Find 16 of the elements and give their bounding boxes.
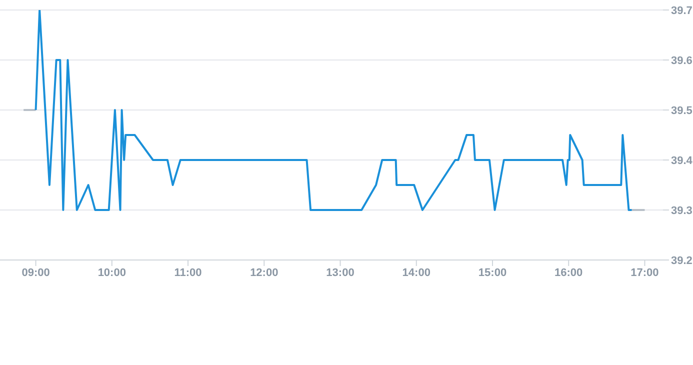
y-tick-label: 39.3 — [671, 204, 692, 217]
y-tick-label: 39.4 — [671, 154, 693, 167]
x-tick-label: 14:00 — [402, 266, 430, 279]
x-tick-label: 11:00 — [174, 266, 202, 279]
x-tick-label: 17:00 — [630, 266, 659, 279]
x-tick-label: 09:00 — [22, 266, 50, 279]
x-tick-label: 15:00 — [478, 266, 507, 279]
x-tick-label: 13:00 — [326, 266, 354, 279]
x-tick-label: 12:00 — [250, 266, 278, 279]
line-series — [34, 10, 633, 211]
y-tick-label: 39.6 — [671, 54, 692, 67]
y-tick-label: 39.2 — [671, 254, 692, 267]
y-tick-label: 39.7 — [671, 4, 692, 17]
x-tick-label: 16:00 — [554, 266, 583, 279]
x-tick-label: 10:00 — [98, 266, 126, 279]
y-tick-label: 39.5 — [671, 104, 692, 117]
